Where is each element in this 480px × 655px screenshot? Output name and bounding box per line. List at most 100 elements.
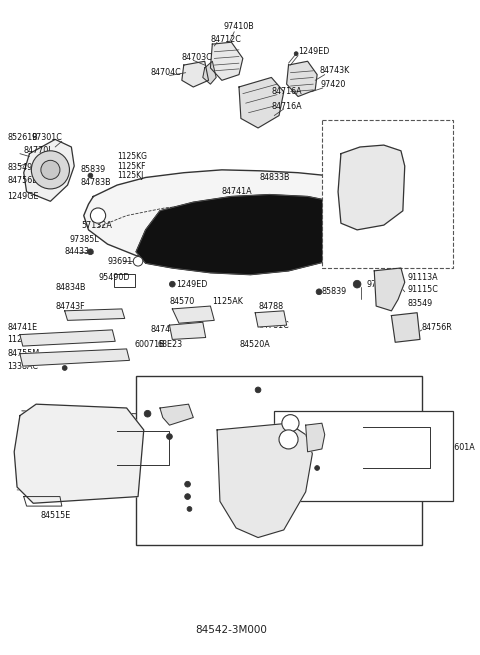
Bar bbox=[322, 121, 453, 268]
Text: 1249ED: 1249ED bbox=[298, 47, 329, 56]
Text: 84570: 84570 bbox=[169, 297, 195, 306]
Circle shape bbox=[255, 387, 261, 393]
Text: 1335CJ: 1335CJ bbox=[262, 395, 290, 404]
Bar bbox=[45, 440, 56, 449]
Text: 84770J: 84770J bbox=[24, 146, 51, 155]
Text: 84741A: 84741A bbox=[331, 143, 362, 151]
Polygon shape bbox=[374, 268, 405, 311]
Circle shape bbox=[187, 506, 192, 512]
Text: 84518: 84518 bbox=[252, 533, 277, 542]
Text: 1125KG: 1125KG bbox=[117, 152, 147, 161]
Text: a: a bbox=[286, 435, 291, 444]
Circle shape bbox=[315, 466, 320, 470]
Text: 95490D: 95490D bbox=[98, 273, 130, 282]
Text: 1125KC: 1125KC bbox=[8, 335, 38, 344]
Text: 46797A: 46797A bbox=[144, 430, 175, 439]
Text: 1249ED: 1249ED bbox=[176, 280, 207, 289]
Polygon shape bbox=[341, 203, 379, 261]
Text: 1125KJ: 1125KJ bbox=[117, 171, 144, 180]
Text: 84515E: 84515E bbox=[41, 511, 71, 520]
Text: 85261C: 85261C bbox=[70, 422, 100, 432]
Text: 84734B: 84734B bbox=[346, 419, 376, 428]
Text: 60071B: 60071B bbox=[134, 340, 165, 348]
Circle shape bbox=[133, 257, 143, 266]
Polygon shape bbox=[338, 145, 405, 230]
Text: 84520A: 84520A bbox=[239, 340, 270, 348]
Polygon shape bbox=[65, 309, 125, 320]
Polygon shape bbox=[84, 170, 379, 268]
Text: 84743F: 84743F bbox=[55, 301, 85, 310]
Text: 84764: 84764 bbox=[348, 451, 372, 460]
Text: 84834B: 84834B bbox=[55, 282, 85, 291]
Polygon shape bbox=[287, 62, 317, 96]
Text: 84704C: 84704C bbox=[150, 68, 181, 77]
Text: 1338AC: 1338AC bbox=[8, 362, 38, 371]
Bar bbox=[33, 152, 45, 161]
Text: 84703C: 84703C bbox=[182, 53, 213, 62]
Bar bbox=[307, 451, 320, 460]
Polygon shape bbox=[160, 404, 193, 425]
Polygon shape bbox=[136, 195, 360, 274]
Text: 84512B: 84512B bbox=[68, 449, 98, 458]
Text: 84716A: 84716A bbox=[271, 87, 302, 96]
Text: 84755M: 84755M bbox=[8, 349, 40, 358]
Polygon shape bbox=[20, 330, 115, 346]
Text: 97301C: 97301C bbox=[31, 133, 62, 142]
Text: 85839: 85839 bbox=[322, 288, 347, 296]
Text: 97410B: 97410B bbox=[224, 22, 254, 31]
Text: 84783B: 84783B bbox=[81, 178, 111, 187]
Polygon shape bbox=[239, 77, 284, 128]
Text: 92601A: 92601A bbox=[445, 443, 476, 451]
Text: 84741E: 84741E bbox=[8, 324, 37, 333]
Circle shape bbox=[316, 289, 322, 295]
Polygon shape bbox=[203, 62, 216, 84]
Polygon shape bbox=[24, 140, 74, 201]
Polygon shape bbox=[255, 311, 287, 327]
Text: 84833B: 84833B bbox=[260, 173, 290, 182]
Polygon shape bbox=[182, 62, 208, 87]
Text: 84513J: 84513J bbox=[346, 433, 373, 442]
Text: 57132A: 57132A bbox=[81, 221, 112, 230]
Text: 18645B: 18645B bbox=[326, 443, 357, 451]
Text: 91113A: 91113A bbox=[408, 273, 438, 282]
Text: 84560A: 84560A bbox=[144, 403, 174, 413]
Text: 97385R: 97385R bbox=[367, 280, 397, 289]
Text: 84781C: 84781C bbox=[258, 320, 289, 329]
Circle shape bbox=[62, 365, 67, 370]
Text: 84433: 84433 bbox=[65, 248, 90, 256]
Text: 84788: 84788 bbox=[258, 301, 283, 310]
Bar bbox=[114, 274, 135, 287]
Text: 84547: 84547 bbox=[150, 504, 176, 514]
Text: 97420: 97420 bbox=[321, 80, 346, 88]
Polygon shape bbox=[169, 322, 205, 339]
Circle shape bbox=[41, 160, 60, 179]
Text: 84756R: 84756R bbox=[422, 324, 453, 333]
Text: 1125AK: 1125AK bbox=[212, 297, 243, 306]
Circle shape bbox=[185, 494, 191, 499]
Text: 84545: 84545 bbox=[144, 416, 169, 425]
Text: 84743K: 84743K bbox=[319, 66, 349, 75]
Text: (AV): (AV) bbox=[328, 125, 348, 134]
Circle shape bbox=[185, 481, 191, 487]
Text: 84542-3M000: 84542-3M000 bbox=[195, 625, 267, 635]
Circle shape bbox=[279, 430, 298, 449]
Text: 1018AD: 1018AD bbox=[262, 383, 293, 392]
Text: 84514E: 84514E bbox=[70, 435, 99, 444]
Polygon shape bbox=[306, 423, 325, 452]
Text: 84741A: 84741A bbox=[222, 187, 252, 196]
Circle shape bbox=[282, 415, 299, 432]
Polygon shape bbox=[20, 349, 130, 366]
Text: 91115C: 91115C bbox=[408, 286, 438, 294]
Text: 1125KF: 1125KF bbox=[117, 162, 145, 170]
Text: 93510: 93510 bbox=[144, 490, 169, 499]
Circle shape bbox=[144, 411, 151, 417]
Circle shape bbox=[90, 208, 106, 223]
Text: 1249GE: 1249GE bbox=[8, 192, 39, 201]
Text: 84712C: 84712C bbox=[210, 35, 241, 44]
Polygon shape bbox=[14, 404, 144, 503]
Polygon shape bbox=[210, 42, 243, 81]
Text: 83549: 83549 bbox=[408, 299, 433, 308]
Text: 68E23: 68E23 bbox=[157, 340, 182, 348]
Circle shape bbox=[294, 52, 298, 56]
Text: 84510: 84510 bbox=[192, 443, 216, 453]
